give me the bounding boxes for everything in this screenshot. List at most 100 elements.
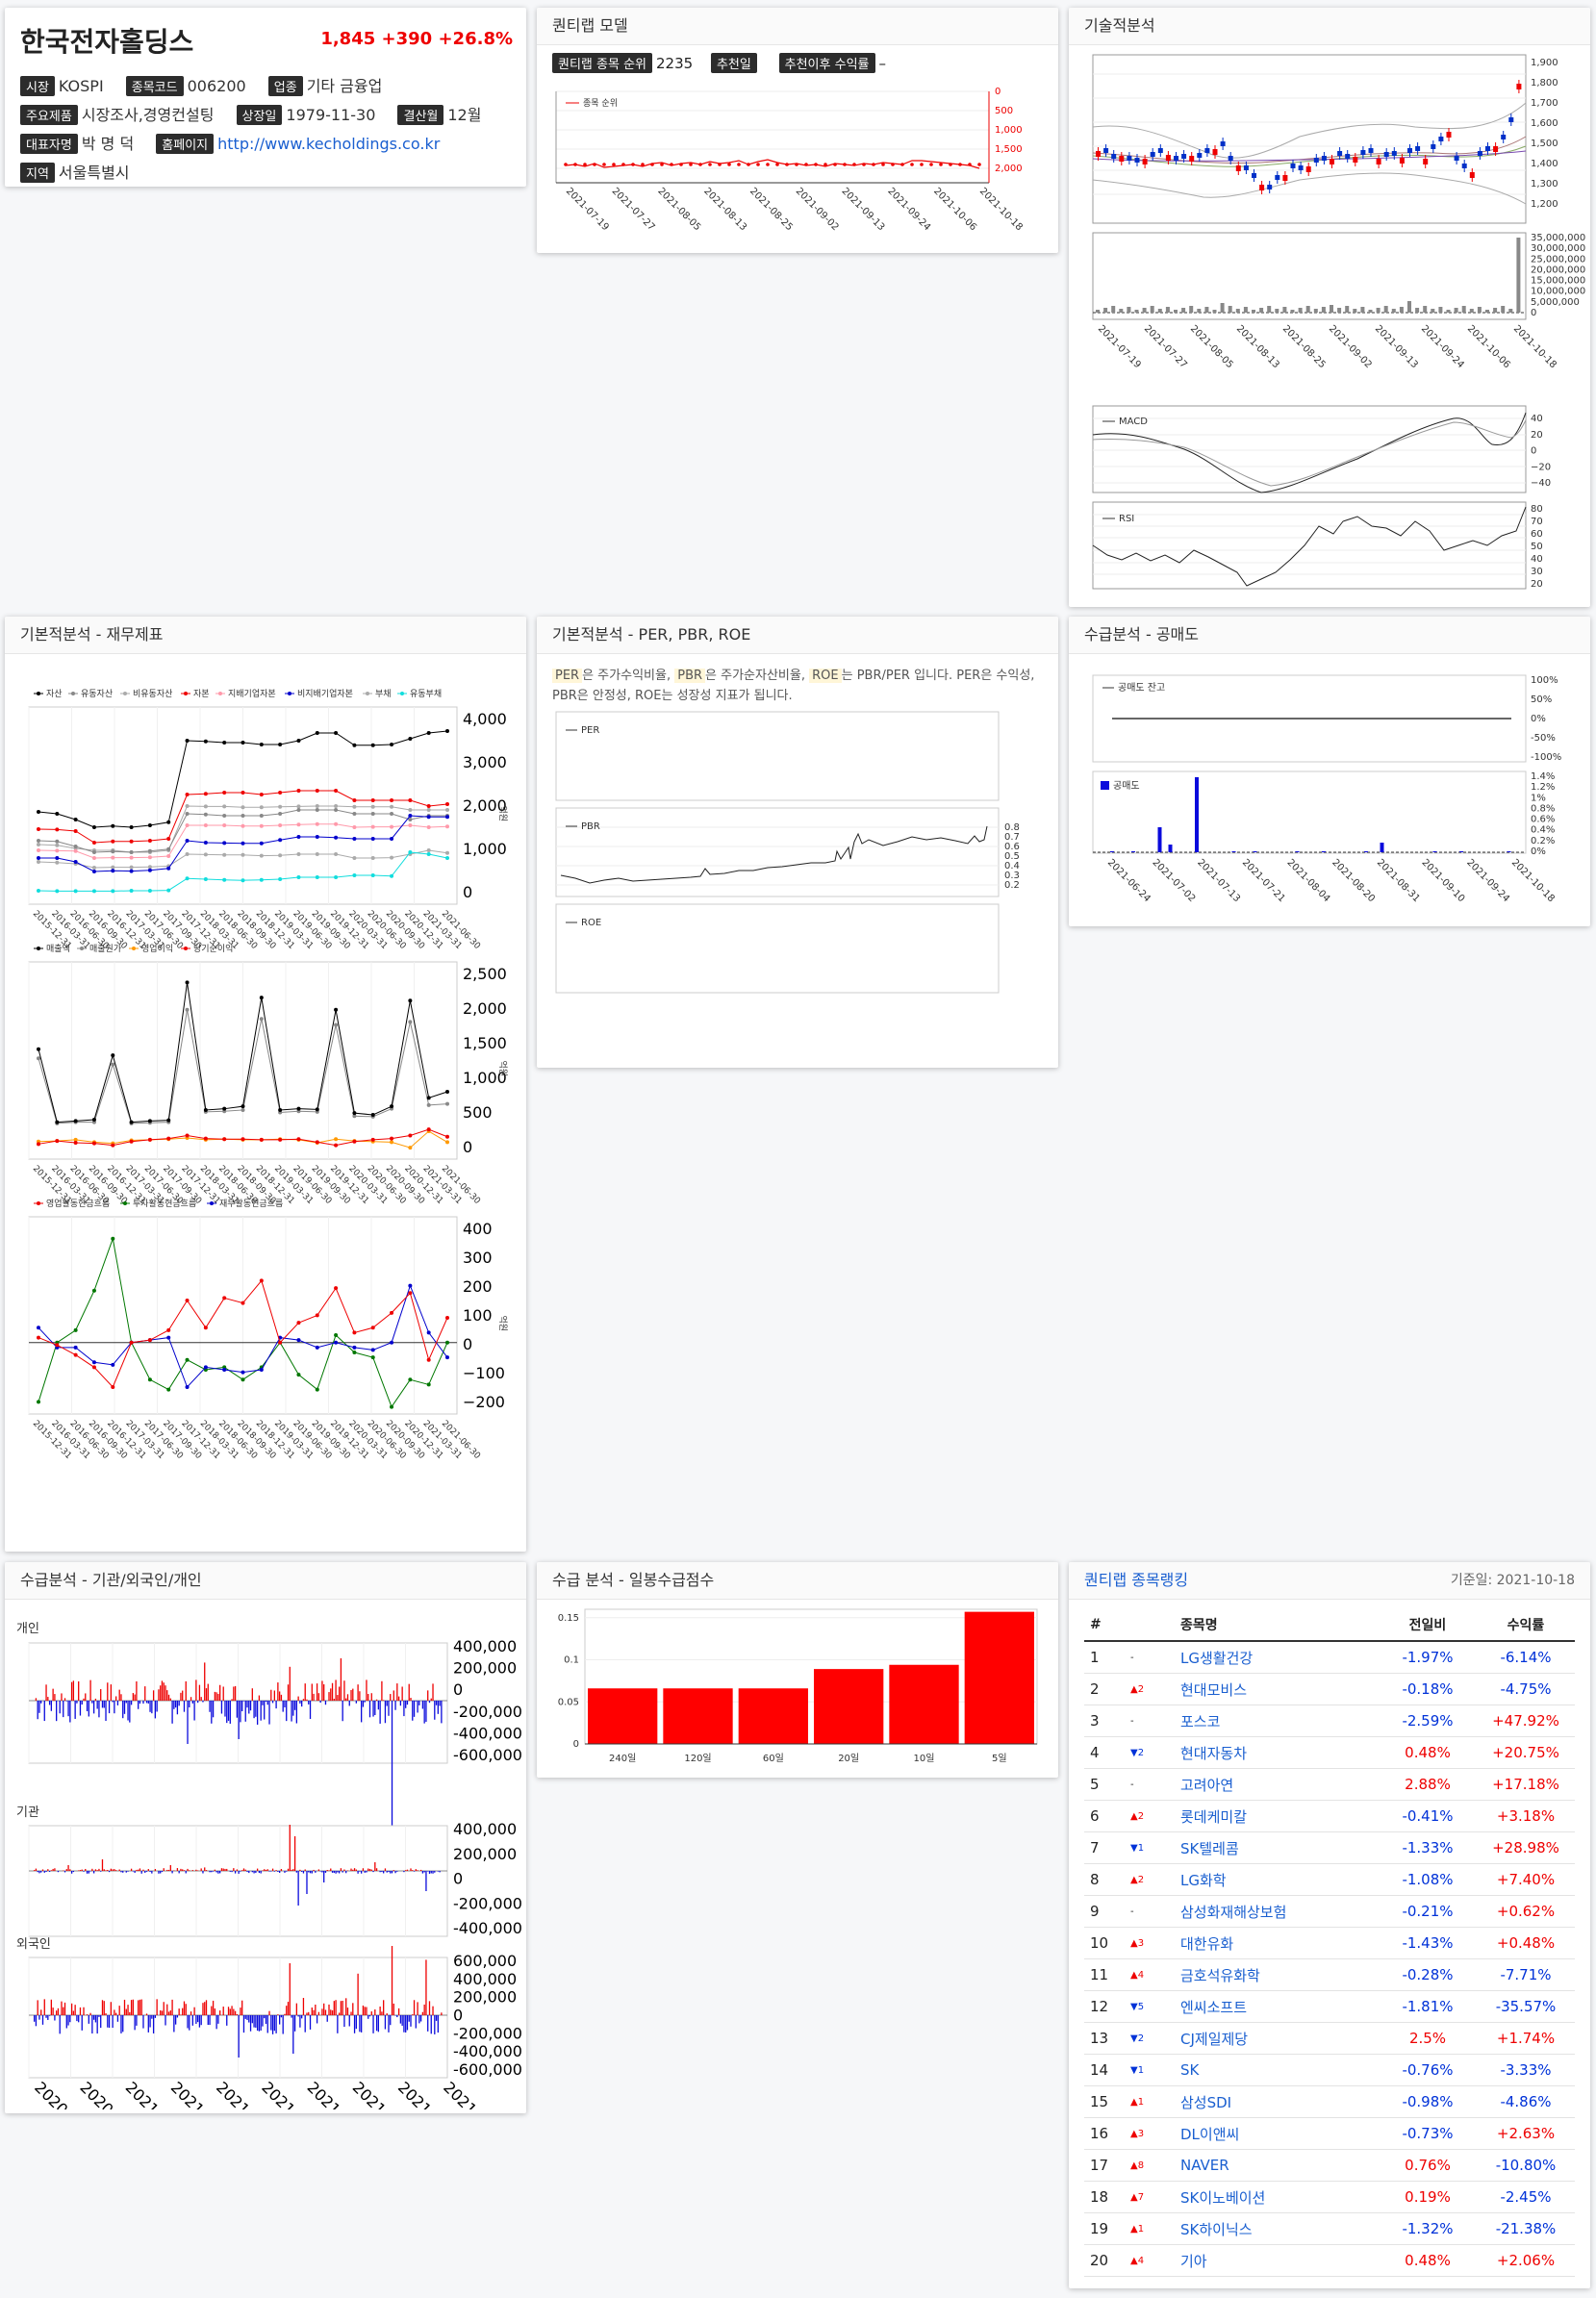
flow-bar bbox=[430, 1871, 432, 1874]
series-point bbox=[408, 823, 413, 827]
series-point bbox=[111, 849, 115, 854]
stock-name-link[interactable]: 삼성SDI bbox=[1175, 2085, 1379, 2118]
stock-name-link[interactable]: 포스코 bbox=[1175, 1705, 1379, 1737]
ranking-row[interactable]: 12 ▼5 엔씨소프트 -1.81% -35.57% bbox=[1084, 1990, 1575, 2023]
series-point bbox=[166, 837, 171, 841]
stock-name-link[interactable]: SK하이닉스 bbox=[1175, 2212, 1379, 2245]
date-tick: 2021-09-02 bbox=[1327, 323, 1374, 370]
ranking-row[interactable]: 3- 포스코 -2.59% +47.92% bbox=[1084, 1705, 1575, 1737]
rank-number: 19 bbox=[1084, 2212, 1125, 2245]
stock-name-link[interactable]: 현대모비스 bbox=[1175, 1673, 1379, 1705]
flow-bar bbox=[94, 1698, 97, 1701]
flow-bar bbox=[249, 2015, 252, 2032]
ranking-row[interactable]: 10 ▲3 대한유화 -1.43% +0.48% bbox=[1084, 1927, 1575, 1959]
stock-name-link[interactable]: NAVER bbox=[1175, 2149, 1379, 2182]
flow-bar bbox=[219, 1684, 221, 1701]
series-point bbox=[370, 804, 375, 809]
stock-name-link[interactable]: SK bbox=[1175, 2054, 1379, 2086]
flow-bar bbox=[264, 1869, 266, 1871]
ranking-row[interactable]: 9- 삼성화재해상보험 -0.21% +0.62% bbox=[1084, 1895, 1575, 1928]
flow-bar bbox=[284, 1871, 286, 1873]
stock-name-link[interactable]: 금호석유화학 bbox=[1175, 1958, 1379, 1991]
ranking-row[interactable]: 7 ▼1 SK텔레콤 -1.33% +28.98% bbox=[1084, 1831, 1575, 1864]
volume-bar bbox=[1313, 309, 1318, 313]
flow-bar bbox=[427, 1690, 429, 1701]
flow-bar bbox=[191, 1870, 193, 1871]
ranking-row[interactable]: 4 ▼2 현대자동차 0.48% +20.75% bbox=[1084, 1736, 1575, 1769]
flow-bar bbox=[260, 1701, 262, 1721]
stock-name-link[interactable]: LG생활건강 bbox=[1175, 1641, 1379, 1674]
ranking-row[interactable]: 14 ▼1 SK -0.76% -3.33% bbox=[1084, 2054, 1575, 2086]
ranking-row[interactable]: 13 ▼2 CJ제일제당 2.5% +1.74% bbox=[1084, 2022, 1575, 2055]
flow-bar bbox=[110, 1868, 112, 1871]
stock-name-link[interactable]: DL이앤씨 bbox=[1175, 2117, 1379, 2150]
ranking-row[interactable]: 18 ▲7 SK이노베이션 0.19% -2.45% bbox=[1084, 2181, 1575, 2213]
stock-name-link[interactable]: 엔씨소프트 bbox=[1175, 1990, 1379, 2023]
flow-bar bbox=[56, 2010, 58, 2015]
short-volume-bar bbox=[1110, 851, 1114, 852]
flow-bar bbox=[130, 2000, 133, 2015]
series-point bbox=[147, 1119, 152, 1124]
ranking-row[interactable]: 19 ▲1 SK하이닉스 -1.32% -21.38% bbox=[1084, 2212, 1575, 2245]
flow-bar bbox=[328, 1870, 330, 1871]
stock-name-link[interactable]: 롯데케미칼 bbox=[1175, 1800, 1379, 1832]
flow-bar bbox=[372, 2015, 374, 2033]
flow-bar bbox=[236, 2013, 239, 2015]
stock-price-box: 1,845 +390 +26.8% bbox=[320, 29, 513, 49]
flow-bar bbox=[359, 1871, 361, 1872]
ranking-row[interactable]: 16 ▲3 DL이앤씨 -0.73% +2.63% bbox=[1084, 2117, 1575, 2150]
stock-name-link[interactable]: CJ제일제당 bbox=[1175, 2022, 1379, 2055]
series-point bbox=[91, 1141, 96, 1146]
ranking-row[interactable]: 6 ▲2 롯데케미칼 -0.41% +3.18% bbox=[1084, 1800, 1575, 1832]
axis-tick: 400 bbox=[463, 1220, 493, 1238]
stock-name-link[interactable]: SK이노베이션 bbox=[1175, 2181, 1379, 2213]
stock-name-link[interactable]: LG화학 bbox=[1175, 1863, 1379, 1896]
flow-bar bbox=[92, 1701, 95, 1714]
rec-return: – bbox=[878, 55, 887, 72]
series-point bbox=[222, 823, 227, 827]
flow-bar bbox=[136, 1869, 138, 1871]
stock-name-link[interactable]: 현대자동차 bbox=[1175, 1736, 1379, 1769]
flow-bar bbox=[59, 1701, 61, 1714]
date-tick: 2021-07-27 bbox=[1142, 323, 1189, 370]
flow-bar bbox=[419, 2015, 422, 2022]
flow-bar bbox=[277, 2014, 279, 2015]
ranking-row[interactable]: 20 ▲4 기아 0.48% +2.06% bbox=[1084, 2244, 1575, 2277]
rank-number: 2 bbox=[1084, 1673, 1125, 1705]
legend-entry: 매출원가 bbox=[89, 944, 121, 954]
return-rate: -2.45% bbox=[1477, 2181, 1575, 2213]
flow-bar bbox=[54, 1868, 56, 1871]
ranking-row[interactable]: 17 ▲8 NAVER 0.76% -10.80% bbox=[1084, 2149, 1575, 2182]
score-bar bbox=[889, 1664, 959, 1744]
flow-bar bbox=[346, 2008, 349, 2015]
stock-name-link[interactable]: 삼성화재해상보험 bbox=[1175, 1895, 1379, 1928]
flow-bar bbox=[166, 2004, 168, 2015]
volume-bar bbox=[1197, 309, 1202, 313]
ranking-row[interactable]: 15 ▲1 삼성SDI -0.98% -4.86% bbox=[1084, 2085, 1575, 2118]
ranking-row[interactable]: 5- 고려아연 2.88% +17.18% bbox=[1084, 1768, 1575, 1801]
stock-name-link[interactable]: SK텔레콤 bbox=[1175, 1831, 1379, 1864]
return-rate: -21.38% bbox=[1477, 2212, 1575, 2245]
stock-name-link[interactable]: 기아 bbox=[1175, 2244, 1379, 2277]
stock-name-link[interactable]: 고려아연 bbox=[1175, 1768, 1379, 1801]
rank-move: ▲8 bbox=[1125, 2149, 1175, 2182]
stock-name-link[interactable]: 대한유화 bbox=[1175, 1927, 1379, 1959]
series-point bbox=[408, 998, 413, 1003]
rank-point bbox=[891, 163, 895, 166]
flow-bar bbox=[313, 2009, 315, 2015]
series-point bbox=[73, 818, 78, 821]
ranking-row[interactable]: 11 ▲4 금호석유화학 -0.28% -7.71% bbox=[1084, 1958, 1575, 1991]
ranking-row[interactable]: 8 ▲2 LG화학 -1.08% +7.40% bbox=[1084, 1863, 1575, 1896]
flow-bar bbox=[209, 1871, 211, 1873]
ranking-row[interactable]: 1- LG생활건강 -1.97% -6.14% bbox=[1084, 1641, 1575, 1674]
homepage-link[interactable]: http://www.kecholdings.co.kr bbox=[217, 135, 441, 153]
series-point bbox=[426, 852, 431, 856]
flow-bar bbox=[226, 1868, 228, 1871]
ranking-row[interactable]: 2 ▲2 현대모비스 -0.18% -4.75% bbox=[1084, 1673, 1575, 1705]
series-point bbox=[91, 1365, 96, 1370]
legend-entry: 자산 bbox=[46, 689, 63, 699]
flow-bar bbox=[348, 1701, 350, 1706]
series-point bbox=[426, 825, 431, 829]
daily-change: -1.08% bbox=[1379, 1863, 1477, 1896]
flow-bar bbox=[72, 2010, 75, 2015]
